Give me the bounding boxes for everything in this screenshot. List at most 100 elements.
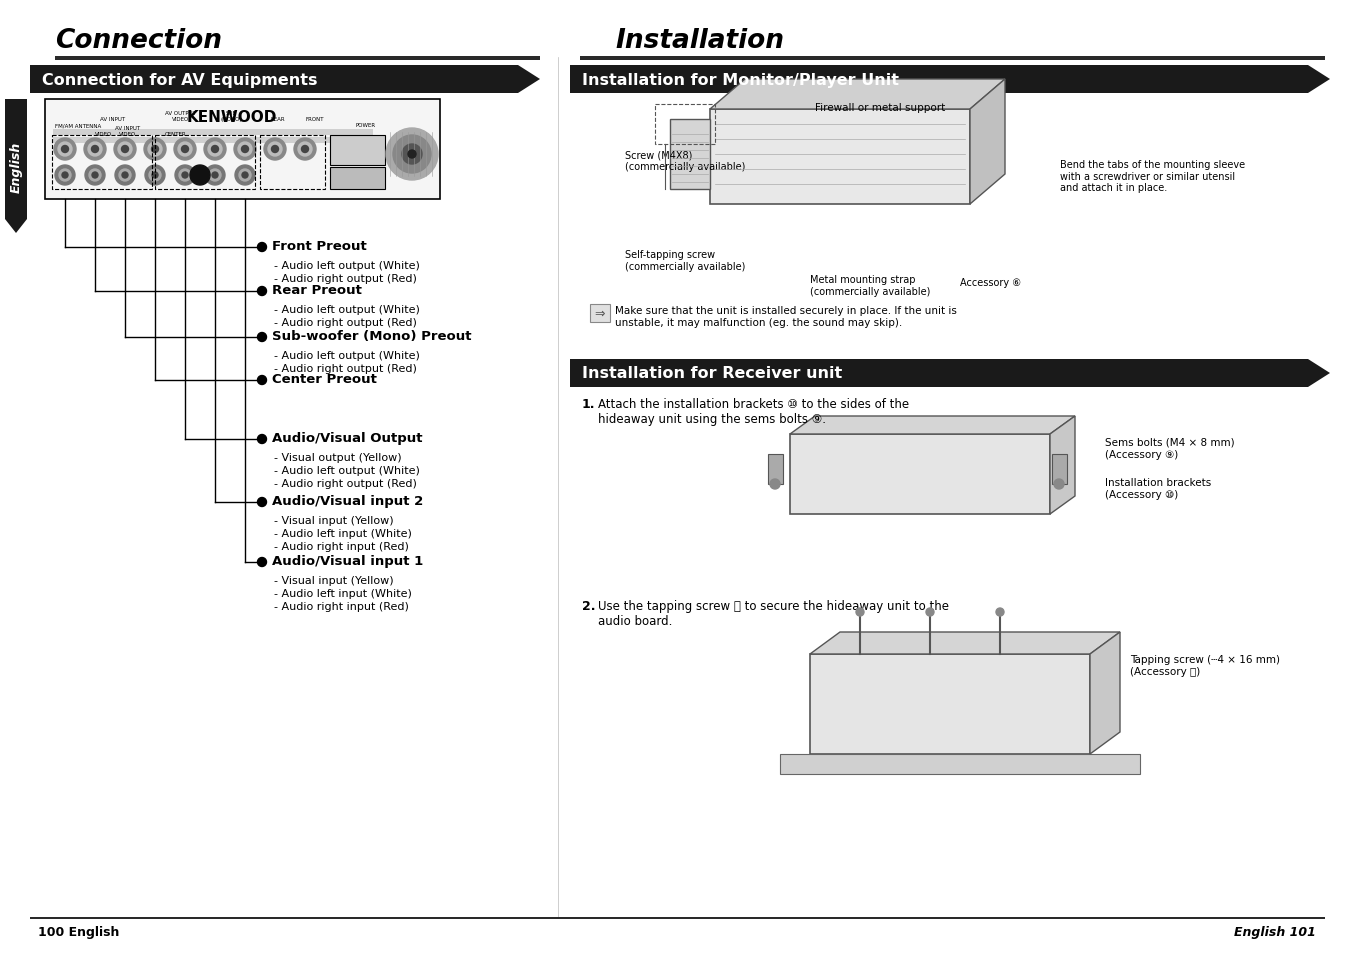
Text: AV OUTPUT
VIDEO: AV OUTPUT VIDEO [165,112,196,122]
Text: Audio/Visual Output: Audio/Visual Output [272,432,423,445]
Text: FRONT: FRONT [305,117,323,122]
Polygon shape [570,66,1329,94]
Circle shape [1054,479,1065,490]
Circle shape [153,172,158,179]
Bar [45,100,440,200]
Circle shape [55,166,76,186]
Text: - Audio right input (Red): - Audio right input (Red) [274,601,409,612]
Circle shape [113,139,136,161]
Circle shape [178,170,190,182]
Circle shape [174,139,196,161]
Text: POWER: POWER [355,123,376,128]
Text: Installation for Receiver unit: Installation for Receiver unit [582,366,842,381]
Circle shape [299,143,312,157]
Text: Sub-woofer (Mono) Preout: Sub-woofer (Mono) Preout [272,330,471,343]
Polygon shape [811,633,1120,655]
Text: Firewall or metal support: Firewall or metal support [815,103,946,112]
Circle shape [62,172,68,179]
Circle shape [234,139,255,161]
Circle shape [770,479,780,490]
Bar [580,57,1325,60]
Circle shape [118,143,132,157]
Bar [590,305,611,323]
Bar [5,100,27,220]
Text: Installation: Installation [615,28,784,54]
Bar [811,655,1090,754]
Circle shape [258,376,266,385]
Circle shape [182,172,188,179]
Text: Installation brackets
(Accessory ⑩): Installation brackets (Accessory ⑩) [1105,477,1212,499]
Text: AV INPUT
VIDEO: AV INPUT VIDEO [115,126,141,137]
Circle shape [92,147,99,153]
Circle shape [238,143,253,157]
Circle shape [149,143,162,157]
Text: Use the tapping screw ⑪ to secure the hideaway unit to the
audio board.: Use the tapping screw ⑪ to secure the hi… [598,599,948,627]
Circle shape [151,147,158,153]
Circle shape [62,147,69,153]
Polygon shape [790,416,1075,435]
Bar [1052,455,1067,484]
Circle shape [408,151,416,159]
Text: 100 English: 100 English [38,925,119,938]
Circle shape [295,139,316,161]
Circle shape [301,147,308,153]
Circle shape [92,172,99,179]
Text: - Audio left output (White): - Audio left output (White) [274,351,420,360]
Text: - Audio left output (White): - Audio left output (White) [274,465,420,476]
Bar [655,105,715,145]
Text: ⇒: ⇒ [594,307,605,320]
Circle shape [258,435,266,444]
Circle shape [267,143,282,157]
Text: English 101: English 101 [1233,925,1316,938]
Circle shape [208,143,222,157]
Circle shape [122,147,128,153]
Text: Audio/Visual input 2: Audio/Visual input 2 [272,495,423,508]
Text: SUB
(MONO): SUB (MONO) [220,112,242,122]
Bar [51,136,153,190]
Text: - Audio right output (Red): - Audio right output (Red) [274,274,417,284]
Polygon shape [5,100,27,233]
Text: Installation for Monitor/Player Unit: Installation for Monitor/Player Unit [582,72,898,88]
Text: - Audio left output (White): - Audio left output (White) [274,305,420,314]
Bar [670,120,711,190]
Bar [259,136,326,190]
Text: Bend the tabs of the mounting sleeve
with a screwdriver or similar utensil
and a: Bend the tabs of the mounting sleeve wit… [1061,160,1246,193]
Text: Center Preout: Center Preout [272,374,377,386]
Text: - Visual input (Yellow): - Visual input (Yellow) [274,576,393,585]
Text: VIDEO: VIDEO [95,132,112,137]
Circle shape [258,558,266,567]
Polygon shape [570,359,1329,388]
Bar [155,136,255,190]
Text: - Audio right output (Red): - Audio right output (Red) [274,364,417,374]
Circle shape [84,139,105,161]
Text: KENWOOD: KENWOOD [186,110,277,125]
Circle shape [88,143,101,157]
Text: - Visual input (Yellow): - Visual input (Yellow) [274,516,393,525]
Circle shape [258,334,266,342]
Text: - Audio left output (White): - Audio left output (White) [274,261,420,271]
Text: Attach the installation brackets ⑩ to the sides of the
hideaway unit using the s: Attach the installation brackets ⑩ to th… [598,397,909,426]
Text: - Audio right output (Red): - Audio right output (Red) [274,478,417,489]
Text: REAR: REAR [270,117,285,122]
Text: Audio/Visual input 1: Audio/Visual input 1 [272,555,423,568]
Circle shape [386,129,438,181]
Circle shape [235,166,255,186]
Text: Sems bolts (M4 × 8 mm)
(Accessory ⑨): Sems bolts (M4 × 8 mm) (Accessory ⑨) [1105,437,1235,459]
Circle shape [393,136,431,173]
Circle shape [272,147,278,153]
Text: - Audio right output (Red): - Audio right output (Red) [274,317,417,328]
Text: - Audio left input (White): - Audio left input (White) [274,529,412,538]
Circle shape [996,608,1004,617]
Text: Metal mounting strap
(commercially available): Metal mounting strap (commercially avail… [811,274,931,296]
Bar [790,435,1050,515]
Circle shape [58,143,72,157]
Circle shape [212,147,219,153]
Bar [780,754,1140,774]
Circle shape [85,166,105,186]
Polygon shape [30,66,540,94]
Circle shape [258,287,266,296]
Text: English: English [9,141,23,193]
Circle shape [59,170,72,182]
Text: - Visual output (Yellow): - Visual output (Yellow) [274,453,401,462]
Circle shape [122,172,128,179]
